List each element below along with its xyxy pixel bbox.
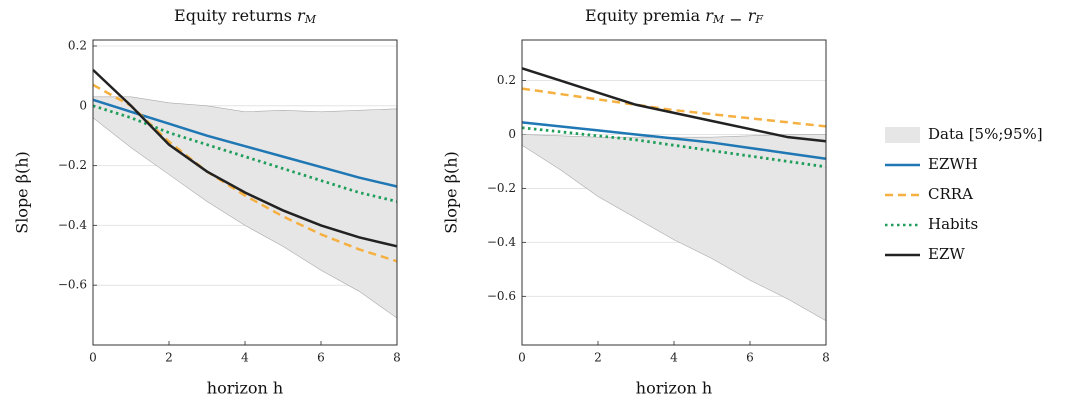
y-tick-label: −0.4	[58, 218, 88, 232]
chart-title: Equity premia rM − rF	[585, 6, 763, 29]
title-part: Equity premia	[585, 6, 705, 25]
y-tick-label: 0	[79, 98, 87, 112]
series-line	[521, 67, 827, 143]
legend-label: EZW	[928, 245, 965, 263]
title-part: F	[754, 13, 763, 26]
y-tick-label: −0.6	[487, 289, 516, 303]
series-line	[92, 83, 398, 263]
confidence-band	[521, 134, 827, 322]
x-tick-label: 4	[670, 351, 678, 365]
x-axis-label: horizon h	[207, 379, 283, 398]
x-tick-label: 6	[746, 351, 754, 365]
title-part: M	[304, 13, 317, 26]
title-part: r	[748, 6, 757, 25]
legend-swatch	[885, 127, 920, 143]
plot-frame	[521, 39, 827, 346]
x-tick-label: 8	[393, 351, 401, 365]
series-line	[92, 68, 398, 248]
series-line	[92, 98, 398, 188]
x-tick-label: 0	[89, 351, 97, 365]
legend-label: EZWH	[928, 155, 978, 173]
title-part: −	[724, 10, 748, 29]
y-tick-label: −0.2	[58, 158, 87, 172]
x-axis-label: horizon h	[636, 379, 712, 398]
series-line	[521, 87, 827, 128]
y-tick-label: 0.2	[68, 38, 87, 52]
chart-title: Equity returns rM	[174, 6, 317, 27]
y-axis-label: Slope β(h)	[13, 151, 32, 234]
legend-label: CRRA	[928, 185, 973, 203]
title-part: Equity returns	[174, 6, 297, 25]
x-tick-label: 2	[165, 351, 173, 365]
x-tick-label: 6	[317, 351, 325, 365]
y-tick-label: 0.2	[497, 73, 516, 87]
y-tick-label: −0.2	[487, 181, 516, 195]
series-line	[521, 121, 827, 160]
x-tick-label: 8	[822, 351, 830, 365]
x-tick-label: 2	[594, 351, 602, 365]
legend-label: Data [5%;95%]	[928, 125, 1043, 143]
y-tick-label: −0.6	[58, 278, 87, 292]
plot-frame	[92, 39, 398, 346]
y-tick-label: 0	[508, 127, 516, 141]
title-part: r	[297, 6, 306, 25]
x-tick-label: 4	[241, 351, 249, 365]
title-part: M	[712, 13, 725, 26]
y-axis-label: Slope β(h)	[442, 151, 461, 234]
x-tick-label: 0	[518, 351, 526, 365]
legend-label: Habits	[928, 215, 978, 233]
y-tick-label: −0.4	[487, 235, 517, 249]
title-part: r	[705, 6, 714, 25]
